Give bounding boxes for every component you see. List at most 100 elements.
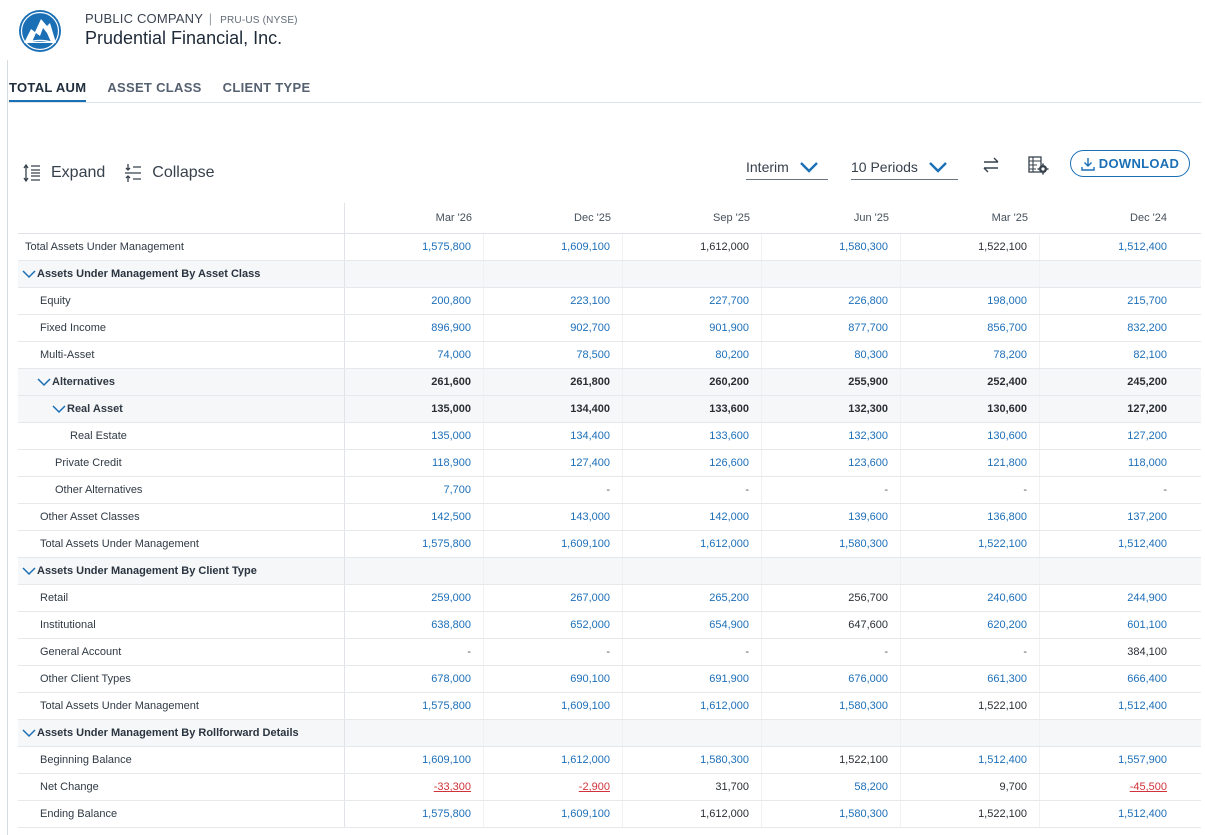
value-cell[interactable]: 78,200 — [901, 342, 1040, 368]
value-cell[interactable]: 1,575,800 — [345, 801, 484, 827]
collapse-button[interactable]: Collapse — [123, 163, 215, 183]
value-cell[interactable]: -2,900 — [484, 774, 623, 800]
value-cell[interactable]: 142,500 — [345, 504, 484, 530]
value-cell[interactable]: 661,300 — [901, 666, 1040, 692]
value-cell[interactable]: 133,600 — [623, 423, 762, 449]
value-cell[interactable]: 1,580,300 — [623, 747, 762, 773]
value-cell[interactable]: 142,000 — [623, 504, 762, 530]
value-cell[interactable]: 136,800 — [901, 504, 1040, 530]
value-cell[interactable]: 856,700 — [901, 315, 1040, 341]
value-cell[interactable]: 137,200 — [1127, 511, 1167, 523]
value-cell[interactable]: 78,500 — [484, 342, 623, 368]
value-cell[interactable]: 1,557,900 — [1118, 754, 1167, 766]
value-cell[interactable]: 690,100 — [484, 666, 623, 692]
table-section-row[interactable]: Assets Under Management By Rollforward D… — [18, 720, 1201, 747]
value-cell[interactable]: 80,300 — [762, 342, 901, 368]
value-cell[interactable]: 832,200 — [1127, 322, 1167, 334]
value-cell[interactable]: -45,500 — [1129, 781, 1167, 793]
chevron-down-icon[interactable] — [52, 404, 66, 414]
value-cell[interactable]: 1,512,400 — [1118, 808, 1167, 820]
column-header[interactable]: Dec '25 — [574, 212, 611, 224]
value-cell[interactable]: 127,200 — [1127, 430, 1167, 442]
value-cell[interactable]: 132,300 — [762, 423, 901, 449]
value-cell[interactable]: 1,522,100 — [901, 531, 1040, 557]
table-row[interactable]: Alternatives 261,600 261,800 260,200 255,900… — [18, 369, 1201, 396]
chevron-down-icon[interactable] — [37, 377, 51, 387]
value-cell[interactable]: 123,600 — [762, 450, 901, 476]
value-cell[interactable]: 1,580,300 — [762, 693, 901, 719]
expand-button[interactable]: Expand — [22, 163, 105, 183]
value-cell[interactable]: 1,612,000 — [623, 531, 762, 557]
value-cell[interactable]: 1,512,400 — [1118, 700, 1167, 712]
value-cell[interactable]: 118,900 — [345, 450, 484, 476]
value-cell[interactable]: 1,580,300 — [762, 234, 901, 260]
value-cell[interactable]: 143,000 — [484, 504, 623, 530]
column-header[interactable]: Mar '25 — [991, 212, 1028, 224]
value-cell[interactable]: 134,400 — [484, 423, 623, 449]
column-header[interactable]: Jun '25 — [853, 212, 889, 224]
value-cell[interactable]: 676,000 — [762, 666, 901, 692]
value-cell[interactable]: 82,100 — [1133, 349, 1167, 361]
value-cell[interactable]: 1,512,400 — [1118, 241, 1167, 253]
value-cell[interactable]: 7,700 — [345, 477, 484, 503]
chevron-down-icon[interactable] — [22, 269, 36, 279]
value-cell[interactable]: 1,609,100 — [345, 747, 484, 773]
value-cell[interactable]: 126,600 — [623, 450, 762, 476]
value-cell[interactable]: 130,600 — [901, 423, 1040, 449]
chevron-down-icon[interactable] — [22, 566, 36, 576]
value-cell[interactable]: 620,200 — [901, 612, 1040, 638]
value-cell[interactable]: 1,612,000 — [623, 693, 762, 719]
value-cell[interactable]: 127,400 — [484, 450, 623, 476]
value-cell[interactable]: 227,700 — [623, 288, 762, 314]
table-settings-button[interactable] — [1026, 153, 1050, 177]
value-cell[interactable]: 259,000 — [345, 585, 484, 611]
column-header[interactable]: Dec '24 — [1130, 212, 1167, 224]
value-cell[interactable]: 226,800 — [762, 288, 901, 314]
swap-columns-button[interactable] — [979, 153, 1003, 177]
value-cell[interactable]: 1,580,300 — [762, 531, 901, 557]
value-cell[interactable]: 691,900 — [623, 666, 762, 692]
value-cell[interactable]: 654,900 — [623, 612, 762, 638]
table-row[interactable]: Real Asset 135,000 134,400 133,600 132,300 13… — [18, 396, 1201, 423]
download-button[interactable]: DOWNLOAD — [1070, 150, 1190, 177]
value-cell[interactable]: 1,512,400 — [1118, 538, 1167, 550]
value-cell[interactable]: 1,612,000 — [484, 747, 623, 773]
value-cell[interactable]: 638,800 — [345, 612, 484, 638]
value-cell[interactable]: 118,000 — [1128, 457, 1167, 469]
value-cell[interactable]: 877,700 — [762, 315, 901, 341]
value-cell[interactable]: 1,512,400 — [901, 747, 1040, 773]
tab-asset-class[interactable]: ASSET CLASS — [107, 80, 202, 95]
period-type-select[interactable]: Interim — [746, 155, 828, 180]
tab-client-type[interactable]: CLIENT TYPE — [222, 80, 311, 95]
table-section-row[interactable]: Assets Under Management By Asset Class — [18, 261, 1201, 288]
value-cell[interactable]: 1,575,800 — [345, 234, 484, 260]
value-cell[interactable]: 265,200 — [623, 585, 762, 611]
value-cell[interactable]: 678,000 — [345, 666, 484, 692]
chevron-down-icon[interactable] — [22, 728, 36, 738]
value-cell[interactable]: 1,575,800 — [345, 531, 484, 557]
value-cell[interactable]: 58,200 — [762, 774, 901, 800]
value-cell[interactable]: 1,575,800 — [345, 693, 484, 719]
value-cell[interactable]: 1,609,100 — [484, 531, 623, 557]
value-cell[interactable]: 666,400 — [1127, 673, 1167, 685]
value-cell[interactable]: 267,000 — [484, 585, 623, 611]
value-cell[interactable]: 1,580,300 — [762, 801, 901, 827]
column-header[interactable]: Mar '26 — [435, 212, 472, 224]
value-cell[interactable]: 601,100 — [1127, 619, 1167, 631]
value-cell[interactable]: 198,000 — [901, 288, 1040, 314]
value-cell[interactable]: 215,700 — [1127, 295, 1167, 307]
value-cell[interactable]: 1,609,100 — [484, 234, 623, 260]
value-cell[interactable]: 1,609,100 — [484, 801, 623, 827]
value-cell[interactable]: 135,000 — [345, 423, 484, 449]
value-cell[interactable]: 652,000 — [484, 612, 623, 638]
value-cell[interactable]: -33,300 — [345, 774, 484, 800]
period-count-select[interactable]: 10 Periods — [851, 155, 958, 180]
column-header[interactable]: Sep '25 — [713, 212, 750, 224]
value-cell[interactable]: 240,600 — [901, 585, 1040, 611]
tab-total-aum[interactable]: TOTAL AUM — [9, 80, 87, 102]
value-cell[interactable]: 1,609,100 — [484, 693, 623, 719]
value-cell[interactable]: 139,600 — [762, 504, 901, 530]
value-cell[interactable]: 901,900 — [623, 315, 762, 341]
table-section-row[interactable]: Assets Under Management By Client Type — [18, 558, 1201, 585]
value-cell[interactable]: 902,700 — [484, 315, 623, 341]
